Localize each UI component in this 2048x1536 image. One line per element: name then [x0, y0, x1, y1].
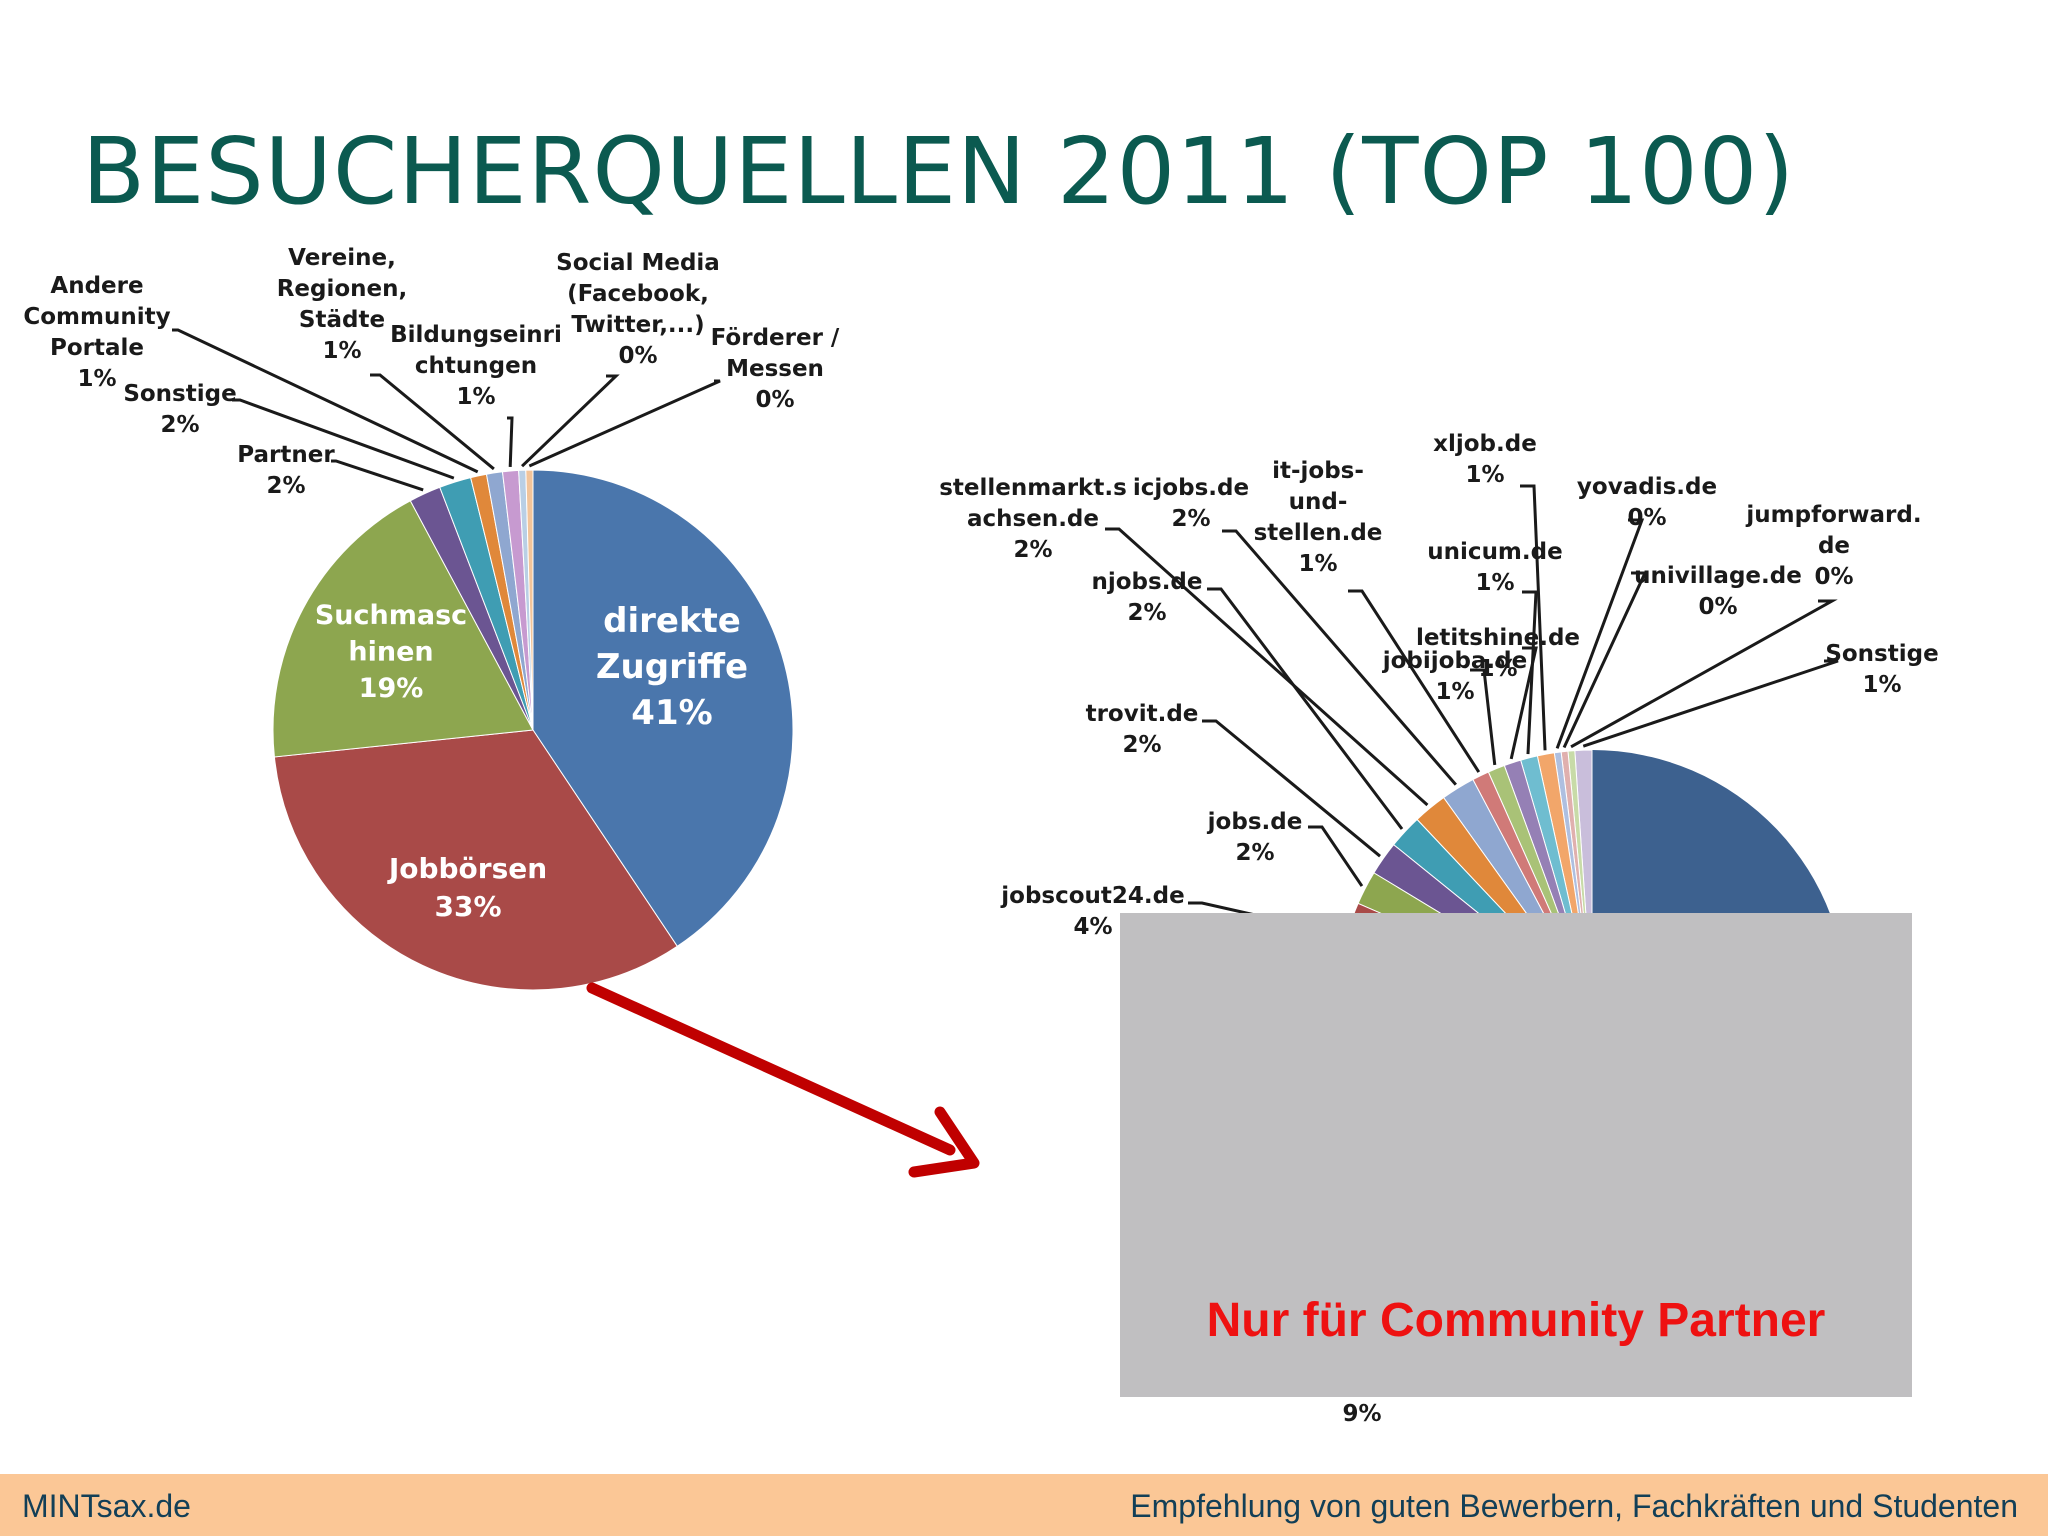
pie-2-leader-it-jobs-und-stellen-de — [1348, 589, 1481, 773]
pie-2-leader-jobs-de — [1308, 825, 1364, 887]
pie-1-leader-sonstige — [232, 398, 455, 480]
pie-2-leader-unicum-de — [1522, 590, 1538, 755]
pie-1-slices — [272, 469, 794, 991]
pie-1-label-social-media-facebook-twitter: Social Media (Facebook, Twitter,...) 0% — [556, 250, 720, 369]
slide-title: BESUCHERQUELLEN 2011 (TOP 100) — [82, 118, 1796, 225]
pie-1-leader-andere-community-portale — [172, 328, 479, 474]
pie-2-label-sonstige: Sonstige 1% — [1825, 641, 1938, 698]
pie-1-label-suchmaschinen: Suchmasc hinen 19% — [315, 600, 467, 704]
pie-1-slice-suchmaschinen — [272, 500, 534, 758]
pie-2-label-univillage-de: univillage.de 0% — [1634, 563, 1802, 620]
pie-1-leader-partner — [331, 459, 424, 492]
footer-bar: MINTsax.de Empfehlung von guten Bewerber… — [0, 1474, 2048, 1536]
pie-2-label-jobs-de: jobs.de 2% — [1207, 809, 1303, 866]
pie-2-label-jumpforward-de: jumpforward. de 0% — [1745, 502, 1921, 590]
pie-2-label-trovit-de: trovit.de 2% — [1086, 701, 1199, 758]
pie-1-labels: direkte Zugriffe 41% Jobbörsen 33% Suchmasc hi… — [23, 245, 840, 923]
hidden-slice-percent-label: 9% — [1342, 1401, 1381, 1427]
pie-1-label-f-rderer-messen: Förderer / Messen 0% — [711, 325, 840, 413]
pie-2-leader-stellenmarkt-sachsen-de — [1105, 527, 1429, 807]
pie-1-label-sonstige: Sonstige 2% — [123, 381, 236, 438]
partner-overlay: Nur für Community Partner — [1120, 913, 1912, 1397]
pie-1-label-vereine-regionen-st-dte: Vereine, Regionen, Städte 1% — [277, 245, 408, 364]
pie-2-label-jobijoba-de: jobijoba.de 1% — [1382, 648, 1528, 705]
pie-1-slice-jobb-rsen — [273, 729, 678, 991]
pie-2-label-it-jobs-und-stellen-de: it-jobs-und-stellen.de 1% — [1254, 458, 1383, 577]
pie-2-label-icjobs-de: icjobs.de 2% — [1133, 475, 1249, 532]
pie-2-leader-sonstige — [1582, 659, 1839, 748]
pie-2-leader-letitshine-de — [1509, 646, 1538, 760]
pie-1-label-partner: Partner 2% — [237, 442, 335, 499]
arrow-icon — [586, 982, 980, 1178]
pie-2-leader-icjobs-de — [1222, 529, 1457, 786]
pie-1-leader-bildungseinrichtungen — [507, 416, 514, 468]
pie-2-label-stellenmarkt-sachsen-de: stellenmarkt.s achsen.de 2% — [939, 475, 1127, 563]
pie-2-leader-univillage-de — [1562, 571, 1648, 749]
pie-2-leader-lines — [1105, 484, 1839, 937]
pie-1-label-andere-community-portale: Andere Community Portale 1% — [23, 273, 170, 392]
pie-2-label-xljob-de: xljob.de 1% — [1433, 431, 1537, 488]
pie-2-label-yovadis-de: yovadis.de 0% — [1577, 474, 1717, 531]
footer-site-name: MINTsax.de — [22, 1488, 191, 1524]
pie-2-label-jobscout24-de: jobscout24.de 4% — [1000, 883, 1184, 940]
pie-1-label-jobb-rsen: Jobbörsen 33% — [387, 852, 547, 923]
pie-2-label-njobs-de: njobs.de 2% — [1091, 569, 1202, 626]
footer-tagline: Empfehlung von guten Bewerbern, Fachkräf… — [1130, 1488, 2018, 1524]
pie-2-leader-jobijoba-de — [1470, 668, 1497, 766]
pie-1-label-bildungseinrichtungen: Bildungseinri chtungen 1% — [390, 322, 562, 410]
pie-2-leader-trovit-de — [1202, 719, 1381, 858]
pie-1-leader-f-rderer-messen — [528, 379, 721, 468]
pie-1-leader-social-media-facebook-twitter — [521, 374, 620, 468]
pie-2-label-unicum-de: unicum.de 1% — [1427, 539, 1562, 596]
pie-2-labels: jobscout24.de 4% jobs.de 2%trovit.de 2% njobs… — [939, 431, 1938, 940]
pie-1-leader-lines — [172, 328, 721, 492]
partner-overlay-text: Nur für Community Partner — [1206, 1294, 1826, 1347]
pie-1-label-direkte-zugriffe: direkte Zugriffe 41% — [596, 601, 748, 733]
pie-2-leader-yovadis-de — [1555, 518, 1645, 749]
pie-2-leader-jumpforward-de — [1570, 599, 1838, 749]
pie-1-slice-f-rderer-messen — [525, 469, 534, 731]
pie-2-leader-njobs-de — [1207, 587, 1404, 830]
pie-2-leader-xljob-de — [1520, 484, 1547, 751]
pie-1-leader-vereine-regionen-st-dte — [370, 373, 495, 471]
pie-2-label-letitshine-de: letitshine.de 1% — [1416, 625, 1580, 682]
